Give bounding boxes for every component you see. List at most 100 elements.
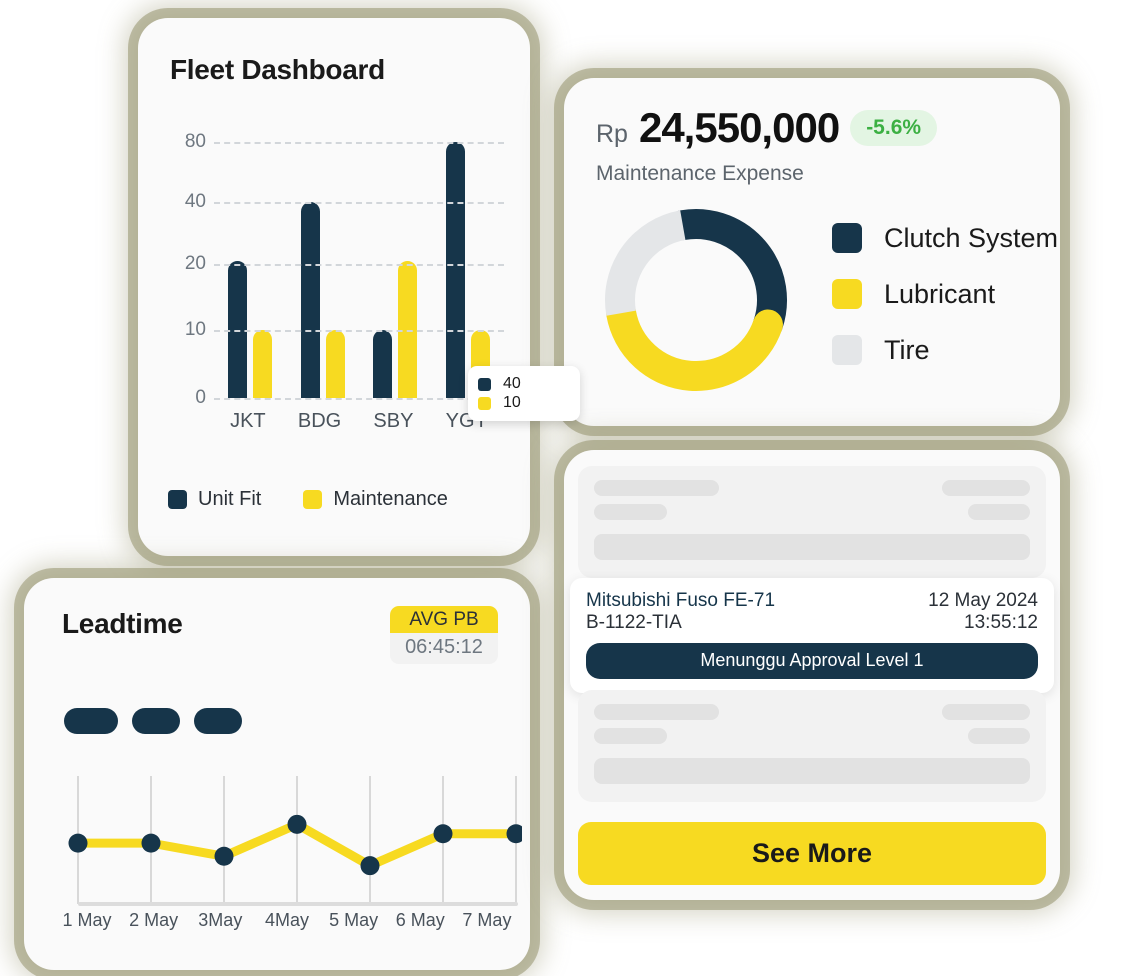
leadtime-title: Leadtime [62,608,183,639]
filter-chip[interactable] [64,708,118,734]
leadtime-filter-chips [64,708,242,734]
expense-subtitle: Maintenance Expense [596,162,804,185]
skeleton-line [942,704,1030,720]
approval-row-top: Mitsubishi Fuso FE-71 12 May 2024 [586,590,1038,612]
bar[interactable] [398,260,418,398]
legend-item-unit-fit[interactable]: Unit Fit [168,488,261,511]
line-chart-point[interactable] [68,833,88,853]
avg-pb-value: 06:45:12 [390,633,498,664]
skeleton-line [594,504,667,520]
fleet-chart-legend: Unit Fit Maintenance [168,488,448,511]
bar[interactable] [253,330,273,398]
line-chart-point[interactable] [433,824,453,844]
line-chart-point[interactable] [287,814,307,834]
line-chart-x-label: 3May [198,910,243,930]
legend-swatch-icon [303,490,323,509]
donut-segment[interactable] [667,209,787,340]
leadtime-card: Leadtime AVG PB 06:45:12 1 May 2 May 3May 4… [24,578,530,970]
legend-item-maintenance[interactable]: Maintenance [303,488,448,511]
line-chart-baseline [78,902,518,906]
line-chart-point[interactable] [214,846,234,866]
bar-group[interactable] [445,142,490,398]
bar-group[interactable] [300,202,345,398]
tooltip-swatch-yellow-icon [478,396,491,410]
x-axis-tick-label: JKT [230,410,266,432]
bar[interactable] [373,330,393,398]
currency-label: Rp [596,120,628,148]
line-chart-point[interactable] [506,824,523,844]
gridline [214,330,504,332]
donut-segment[interactable] [606,298,783,391]
tooltip-value: 10 [503,394,521,411]
donut-legend-item-tire[interactable]: Tire [832,322,1058,378]
skeleton-line [594,704,719,720]
line-chart-x-label: 6 May [395,910,445,930]
bar-group[interactable] [228,260,273,398]
approval-list-card: Mitsubishi Fuso FE-71 12 May 2024 B-1122… [564,450,1060,900]
maintenance-expense-card: Rp 24,550,000 -5.6% Maintenance Expense … [564,78,1060,426]
filter-chip[interactable] [132,708,180,734]
bar-groups [214,138,504,398]
tooltip-row: 40 [478,375,570,393]
donut-legend: Clutch System Lubricant Tire [832,210,1058,378]
line-chart-point[interactable] [360,856,380,876]
x-axis-tick-label: SBY [373,410,414,432]
skeleton-line [594,480,719,496]
approval-time: 13:55:12 [964,612,1038,633]
skeleton-line [594,758,1030,784]
line-chart-x-label: 1 May [62,910,112,930]
legend-label: Unit Fit [198,488,262,510]
fleet-bar-chart: 0 10 20 40 80 JKT BDG SBY YGY 40 10 [168,131,580,438]
skeleton-line [942,480,1030,496]
status-badge: Menunggu Approval Level 1 [586,643,1038,679]
maintenance-donut-chart [596,200,796,400]
bar[interactable] [445,142,465,398]
y-axis-tick-label: 20 [184,253,206,274]
see-more-button[interactable]: See More [578,822,1046,885]
bar[interactable] [228,260,248,398]
line-chart-x-label: 4May [264,910,309,930]
donut-legend-label: Tire [884,334,930,365]
bar-chart-tooltip: 40 10 [468,366,580,421]
bar-chart-x-axis: JKT BDG SBY YGY [214,410,504,433]
donut-legend-label: Lubricant [884,278,996,309]
tooltip-swatch-navy-icon [478,377,491,391]
gridline [214,202,504,204]
expense-amount-row: Rp 24,550,000 -5.6% [596,104,938,152]
bar-chart-plot [214,138,504,400]
avg-pb-label: AVG PB [390,606,498,633]
donut-svg [605,209,787,391]
vehicle-plate: B-1122-TIA [586,612,682,633]
leadtime-line-chart: 1 May 2 May 3May 4May 5 May 6 May 7 May [52,768,522,943]
approval-row-mid: B-1122-TIA 13:55:12 [586,612,1038,634]
expense-amount: 24,550,000 [638,104,840,151]
tooltip-row: 10 [478,394,570,412]
donut-legend-swatch-icon [832,279,862,309]
donut-legend-swatch-icon [832,335,862,365]
donut-legend-item-clutch-system[interactable]: Clutch System [832,210,1058,266]
fleet-dashboard-card: Fleet Dashboard 0 10 20 40 80 JKT BDG SBY YGY 4… [138,18,580,556]
donut-legend-swatch-icon [832,223,862,253]
gridline [214,142,504,144]
donut-segment[interactable] [605,210,686,316]
leadtime-line-svg [68,776,523,904]
y-axis-tick-label: 0 [195,387,206,408]
bar[interactable] [300,202,320,398]
filter-chip[interactable] [194,708,242,734]
skeleton-line [968,728,1030,744]
skeleton-placeholder-row [578,690,1046,802]
tooltip-value: 40 [503,375,521,392]
bar-group[interactable] [373,260,418,398]
y-axis-tick-label: 40 [184,191,206,212]
legend-label: Maintenance [333,488,448,510]
expense-delta-badge: -5.6% [850,110,938,146]
line-chart-x-label: 5 May [329,910,379,930]
bar[interactable] [325,330,345,398]
skeleton-line [968,504,1030,520]
line-chart-point[interactable] [141,833,161,853]
approval-list-item[interactable]: Mitsubishi Fuso FE-71 12 May 2024 B-1122… [570,578,1054,693]
donut-legend-item-lubricant[interactable]: Lubricant [832,266,1058,322]
vehicle-name: Mitsubishi Fuso FE-71 [586,590,776,611]
skeleton-line [594,534,1030,560]
approval-date: 12 May 2024 [928,590,1038,611]
